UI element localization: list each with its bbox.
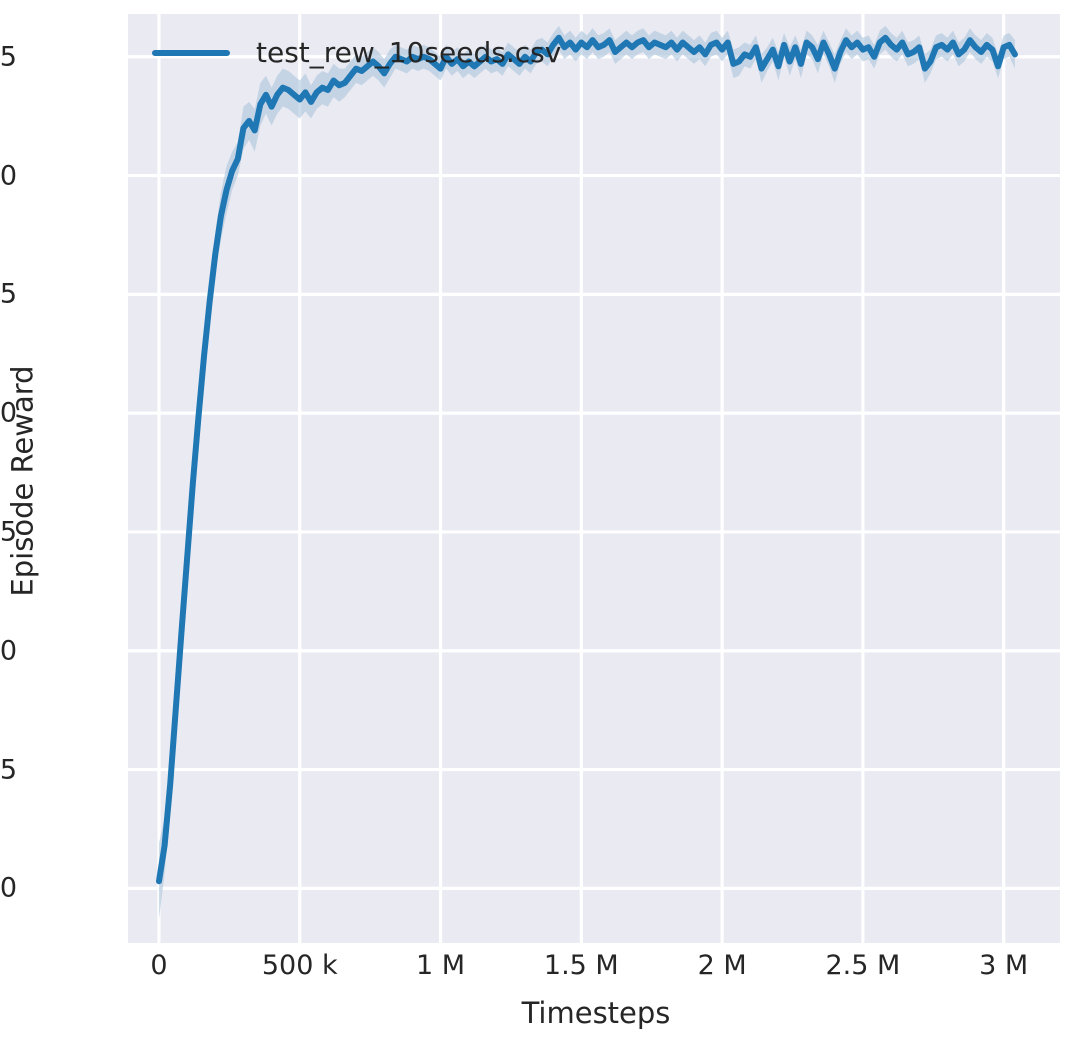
series-line-test-rew-10seeds: [155, 34, 1018, 885]
confidence-band: [158, 25, 1015, 920]
y-tick-label-2: −15: [0, 278, 17, 310]
x-tick-label-4: 2 M: [697, 950, 747, 981]
x-tick-label-5: 2.5 M: [825, 950, 901, 981]
legend-line-swatch: [152, 49, 230, 56]
x-gridlines: [157, 14, 1006, 943]
y-tick-label-6: −35: [0, 754, 17, 786]
plot-svg: [128, 14, 1060, 943]
x-tick-label-1: 500 k: [261, 950, 338, 981]
x-axis-title: Timesteps: [0, 996, 1077, 1030]
legend-entry-label: test_rew_10seeds.csv: [256, 36, 562, 69]
plot-area: [128, 14, 1060, 943]
x-axis-title-text: Timesteps: [521, 996, 671, 1030]
y-tick-label-0: −5: [0, 41, 17, 73]
x-tick-label-3: 1.5 M: [543, 950, 619, 981]
y-axis-title: Episode Reward: [5, 365, 40, 597]
y-tick-label-4: −25: [0, 516, 17, 548]
y-tick-label-1: −10: [0, 160, 17, 192]
legend[interactable]: test_rew_10seeds.csv: [152, 36, 561, 69]
y-tick-label-3: −20: [0, 397, 17, 429]
y-gridlines: [128, 55, 1060, 890]
x-tick-label-6: 3 M: [979, 950, 1029, 981]
x-tick-label-0: 0: [150, 950, 168, 981]
x-tick-label-2: 1 M: [416, 950, 466, 981]
y-tick-label-7: −40: [0, 872, 17, 904]
y-tick-label-5: −30: [0, 635, 17, 667]
